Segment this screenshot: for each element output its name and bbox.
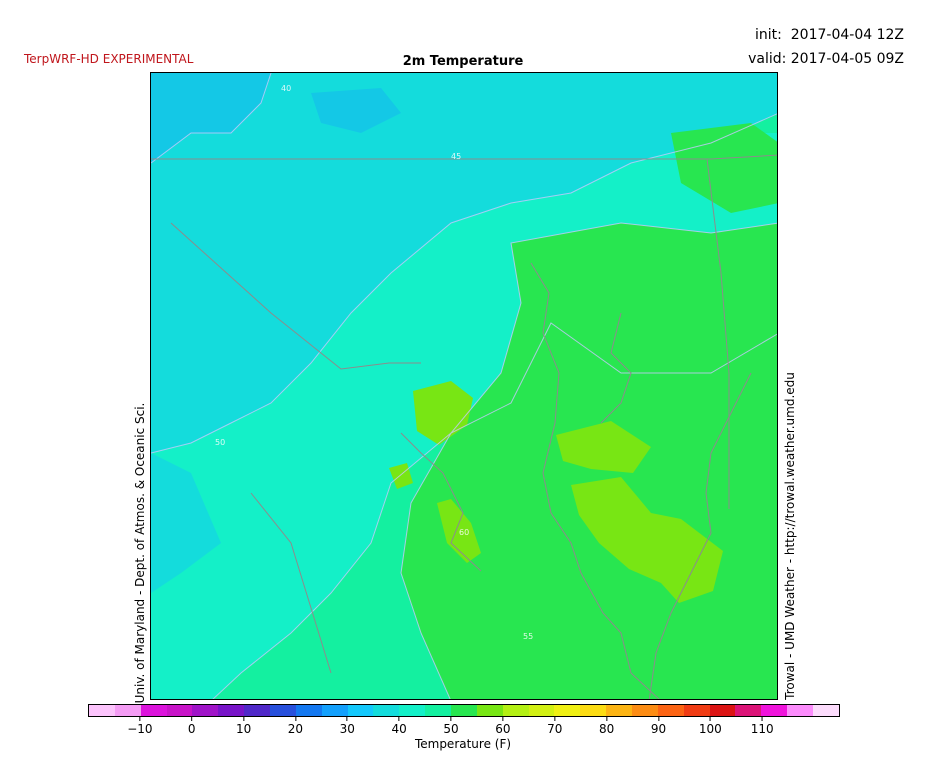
colorbar-segment <box>425 705 452 716</box>
colorbar-tick-label: 50 <box>443 722 459 736</box>
colorbar-tick-label: 0 <box>187 722 196 736</box>
colorbar-segment <box>321 705 348 716</box>
colorbar-segment <box>373 705 400 716</box>
colorbar-segment <box>347 705 374 716</box>
colorbar-tick: 50 <box>443 717 459 736</box>
colorbar-tick: 110 <box>751 717 774 736</box>
colorbar-tick: 20 <box>288 717 303 736</box>
contour-label-40: 40 <box>281 84 291 93</box>
right-credit: Trowal - UMD Weather - http://trowal.wea… <box>783 372 797 700</box>
contour-label-60: 60 <box>459 528 469 537</box>
state-border-west <box>170 222 421 370</box>
contour-label-45: 45 <box>451 152 461 161</box>
contour-label-55: 55 <box>523 632 533 641</box>
colorbar-segment <box>554 705 581 716</box>
colorbar-segment <box>761 705 788 716</box>
colorbar-tick: 90 <box>651 717 666 736</box>
coastline-atlantic <box>648 372 752 699</box>
colorbar-tick-label: 20 <box>287 722 304 736</box>
map-title: 2m Temperature <box>402 54 524 69</box>
colorbar-tick-label: 100 <box>698 722 722 736</box>
colorbar-tick-label: 30 <box>339 722 355 736</box>
colorbar-tick-label: −10 <box>127 722 153 736</box>
colorbar-segment <box>140 705 167 716</box>
contour-55 <box>400 222 777 699</box>
colorbar-segment <box>735 705 762 716</box>
colorbar-segment <box>114 705 141 716</box>
colorbar-tick-label: 110 <box>750 722 774 736</box>
colorbar-segment <box>451 705 477 716</box>
colorbar-segment <box>709 705 736 716</box>
colorbar-segment <box>528 705 555 716</box>
left-credit: Univ. of Maryland - Dept. of Atmos. & Oc… <box>133 402 147 704</box>
field-warmest-2 <box>556 421 651 473</box>
state-border-east <box>706 158 730 509</box>
colorbar-segment <box>244 705 271 716</box>
field-warm-patch <box>671 123 777 213</box>
colorbar-segment <box>813 705 839 716</box>
colorbar-tick: −10 <box>127 717 153 736</box>
field-warmest-4 <box>437 499 481 563</box>
colorbar-segment <box>270 705 296 716</box>
temperature-field: 45 40 50 55 60 <box>151 73 777 699</box>
county-line <box>250 492 332 674</box>
valid-time: valid: 2017-04-05 09Z <box>748 51 904 67</box>
colorbar-segment <box>218 705 245 716</box>
colorbar-segment <box>580 705 607 716</box>
colorbar-segment <box>476 705 503 716</box>
state-border-north <box>151 154 777 160</box>
colorbar-tick: 30 <box>340 717 355 736</box>
colorbar-tick: 80 <box>599 717 614 736</box>
coastline-river-1 <box>400 432 482 572</box>
colorbar-segment <box>683 705 710 716</box>
colorbar-segment <box>632 705 658 716</box>
field-warmest-3 <box>571 477 723 603</box>
field-cool-west <box>151 453 221 593</box>
field-cold-north <box>311 88 401 133</box>
colorbar-segment <box>502 705 529 716</box>
colorbar-tick: 10 <box>236 717 251 736</box>
temperature-map: 45 40 50 55 60 <box>150 72 778 700</box>
colorbar-segment <box>295 705 322 716</box>
colorbar-segment <box>192 705 219 716</box>
colorbar-tick-label: 10 <box>235 722 252 736</box>
colorbar-tick: 100 <box>699 717 722 736</box>
coastline-bay <box>530 262 660 699</box>
contour-45-b <box>151 113 777 454</box>
colorbar-tick-label: 40 <box>391 722 407 736</box>
colorbar-tick: 40 <box>392 717 407 736</box>
colorbar-ticks: −10 0 10 20 30 40 50 60 70 80 90 100 110 <box>88 717 840 739</box>
colorbar-tick-label: 60 <box>495 722 511 736</box>
colorbar-segment <box>399 705 426 716</box>
colorbar-tick: 0 <box>188 717 196 736</box>
contour-50 <box>212 322 777 699</box>
init-time: init: 2017-04-04 12Z <box>755 27 904 43</box>
colorbar-label: Temperature (F) <box>414 737 512 751</box>
colorbar-segment <box>787 705 814 716</box>
coastline-river-2 <box>600 312 632 424</box>
colorbar-tick-label: 80 <box>598 722 615 736</box>
colorbar-tick-label: 90 <box>650 722 667 736</box>
contour-45 <box>151 73 272 164</box>
colorbar-tick-label: 70 <box>547 722 563 736</box>
contour-label-50: 50 <box>215 438 225 447</box>
colorbar <box>88 704 840 717</box>
colorbar-tick: 60 <box>495 717 511 736</box>
colorbar-tick: 70 <box>547 717 562 736</box>
colorbar-segment <box>166 705 193 716</box>
model-label: TerpWRF-HD EXPERIMENTAL <box>24 52 194 66</box>
colorbar-segment <box>89 705 115 716</box>
colorbar-segment <box>657 705 684 716</box>
colorbar-segment <box>606 705 633 716</box>
